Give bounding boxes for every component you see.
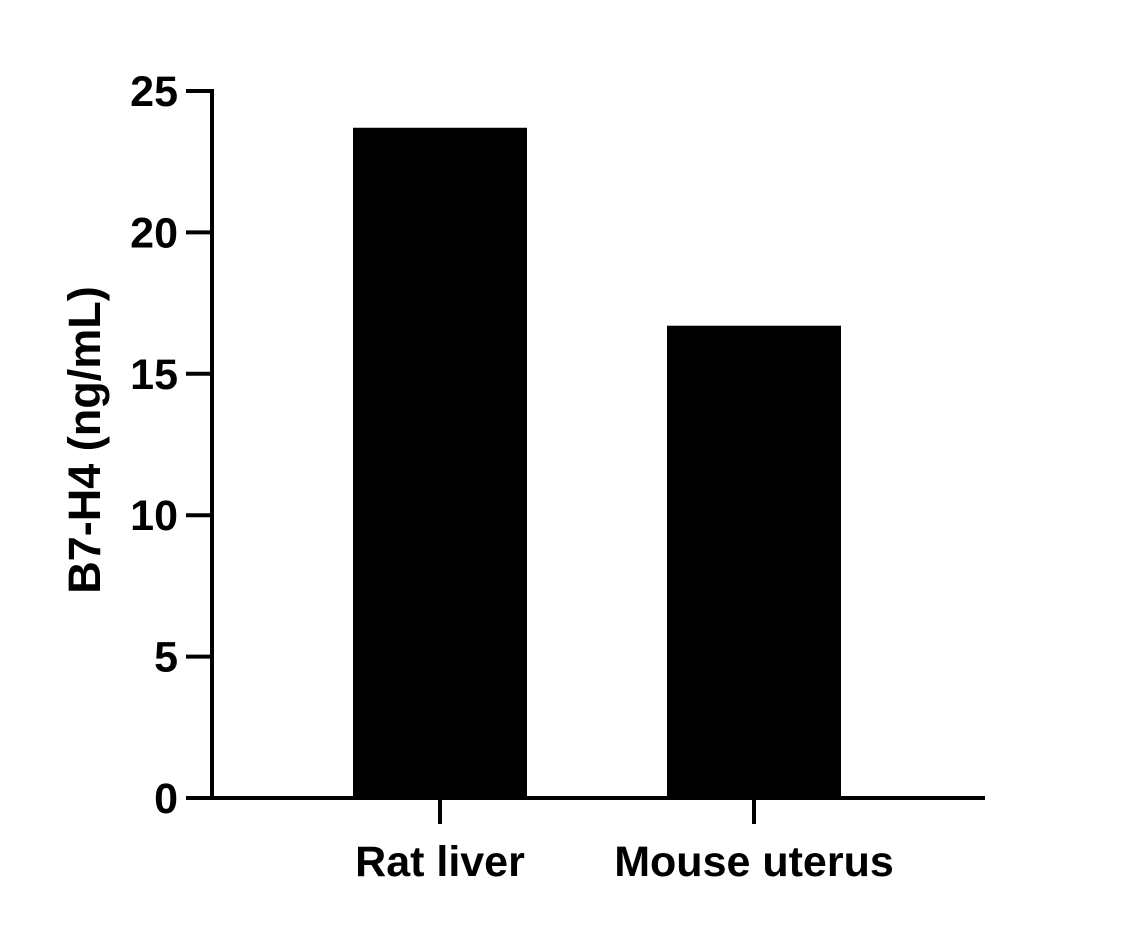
y-tick-label: 20 (130, 209, 178, 257)
bar-rat-liver (353, 127, 527, 799)
y-tick-label: 15 (130, 351, 178, 399)
y-ticks: 0 5 10 15 20 25 (130, 68, 212, 823)
y-axis-label: B7-H4 (ng/mL) (59, 286, 110, 594)
axes-layer (210, 89, 985, 800)
bars-layer (353, 127, 841, 799)
x-category-label: Rat liver (355, 838, 525, 886)
y-tick-label: 5 (154, 634, 178, 682)
y-tick-label: 25 (130, 68, 178, 116)
x-ticks: Rat liver Mouse uterus (355, 798, 894, 886)
y-tick-label: 0 (154, 775, 178, 823)
bar-mouse-uterus (667, 325, 841, 798)
x-category-label: Mouse uterus (614, 838, 894, 886)
y-tick-label: 10 (130, 492, 178, 540)
